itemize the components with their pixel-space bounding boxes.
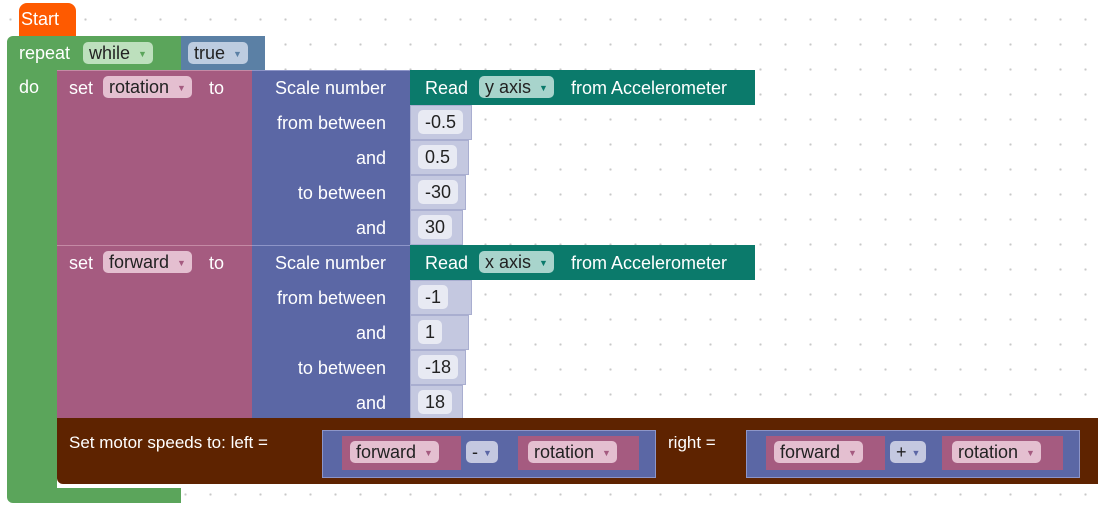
- accelerometer-read-block[interactable]: [410, 245, 755, 280]
- dropdown-arrow-icon: ▼: [539, 83, 548, 93]
- repeat-mode-dropdown[interactable]: while ▼: [83, 42, 153, 64]
- boolean-dropdown[interactable]: true ▼: [188, 42, 248, 64]
- and-label: and: [355, 393, 386, 413]
- scale-number-label: Scale number: [274, 78, 386, 98]
- axis-value: y axis: [485, 77, 532, 97]
- from-accelerometer-label: from Accelerometer: [571, 253, 728, 273]
- number-field[interactable]: 1: [418, 320, 443, 344]
- dropdown-arrow-icon: ▼: [1026, 448, 1035, 458]
- scale-number-label: Scale number: [274, 253, 386, 273]
- and-label: and: [355, 323, 386, 343]
- do-label: do: [19, 77, 40, 97]
- variable-value: rotation: [958, 442, 1019, 462]
- dropdown-arrow-icon: ▼: [848, 448, 857, 458]
- dropdown-arrow-icon: ▼: [424, 448, 433, 458]
- read-label: Read: [425, 78, 469, 98]
- variable-value: rotation: [534, 442, 595, 462]
- dropdown-arrow-icon: ▼: [539, 258, 548, 268]
- motor-label: Set motor speeds to: left =: [69, 433, 268, 452]
- repeat-body-arm: [7, 69, 57, 493]
- variable-dropdown[interactable]: rotation ▼: [103, 76, 192, 98]
- scale-number-block[interactable]: [252, 245, 412, 420]
- variable-dropdown[interactable]: forward ▼: [103, 251, 192, 273]
- to-between-label: to between: [297, 358, 386, 378]
- operator-value: +: [896, 442, 907, 462]
- number-field[interactable]: -1: [418, 285, 449, 309]
- set-set1-block[interactable]: [57, 70, 253, 245]
- number-field[interactable]: -30: [418, 180, 459, 204]
- variable-dropdown[interactable]: forward ▼: [350, 441, 439, 463]
- from-between-label: from between: [276, 113, 386, 133]
- to-label: to: [209, 253, 225, 273]
- motor-right-label: right =: [668, 433, 716, 452]
- to-between-label: to between: [297, 183, 386, 203]
- boolean-value: true: [194, 43, 226, 63]
- dropdown-arrow-icon: ▼: [602, 448, 611, 458]
- set-label: set: [69, 253, 94, 273]
- variable-value: forward: [356, 442, 417, 462]
- operator-value: -: [472, 442, 478, 462]
- repeat-label: repeat: [19, 43, 71, 63]
- start-block[interactable]: Start: [19, 3, 76, 37]
- and-label: and: [355, 148, 386, 168]
- set-set2-block[interactable]: [57, 245, 253, 420]
- number-field[interactable]: 0.5: [418, 145, 458, 169]
- axis-dropdown[interactable]: y axis ▼: [479, 76, 554, 98]
- dropdown-arrow-icon: ▼: [483, 448, 492, 458]
- number-field[interactable]: 30: [418, 215, 453, 239]
- set-label: set: [69, 78, 94, 98]
- dropdown-arrow-icon: ▼: [233, 49, 242, 59]
- read-label: Read: [425, 253, 469, 273]
- repeat-bottom-arm: [7, 488, 181, 503]
- scale-number-block[interactable]: [252, 70, 412, 245]
- number-field[interactable]: -0.5: [418, 110, 464, 134]
- and-label: and: [355, 218, 386, 238]
- variable-dropdown[interactable]: forward ▼: [774, 441, 863, 463]
- variable-dropdown[interactable]: rotation ▼: [952, 441, 1041, 463]
- from-between-label: from between: [276, 288, 386, 308]
- axis-value: x axis: [485, 252, 532, 272]
- dropdown-arrow-icon: ▼: [177, 83, 186, 93]
- dropdown-arrow-icon: ▼: [138, 49, 147, 59]
- number-field[interactable]: -18: [418, 355, 459, 379]
- variable-value: rotation: [109, 77, 170, 97]
- accelerometer-read-block[interactable]: [410, 70, 755, 105]
- to-label: to: [209, 78, 225, 98]
- start-label: Start: [21, 9, 60, 29]
- operator-dropdown[interactable]: - ▼: [466, 441, 498, 463]
- variable-dropdown[interactable]: rotation ▼: [528, 441, 617, 463]
- variable-value: forward: [780, 442, 841, 462]
- dropdown-arrow-icon: ▼: [911, 448, 921, 458]
- repeat-mode-value: while: [89, 43, 131, 63]
- variable-value: forward: [109, 252, 170, 272]
- dropdown-arrow-icon: ▼: [177, 258, 186, 268]
- operator-dropdown[interactable]: + ▼: [890, 441, 927, 463]
- number-field[interactable]: 18: [418, 390, 453, 414]
- axis-dropdown[interactable]: x axis ▼: [479, 251, 554, 273]
- from-accelerometer-label: from Accelerometer: [571, 78, 728, 98]
